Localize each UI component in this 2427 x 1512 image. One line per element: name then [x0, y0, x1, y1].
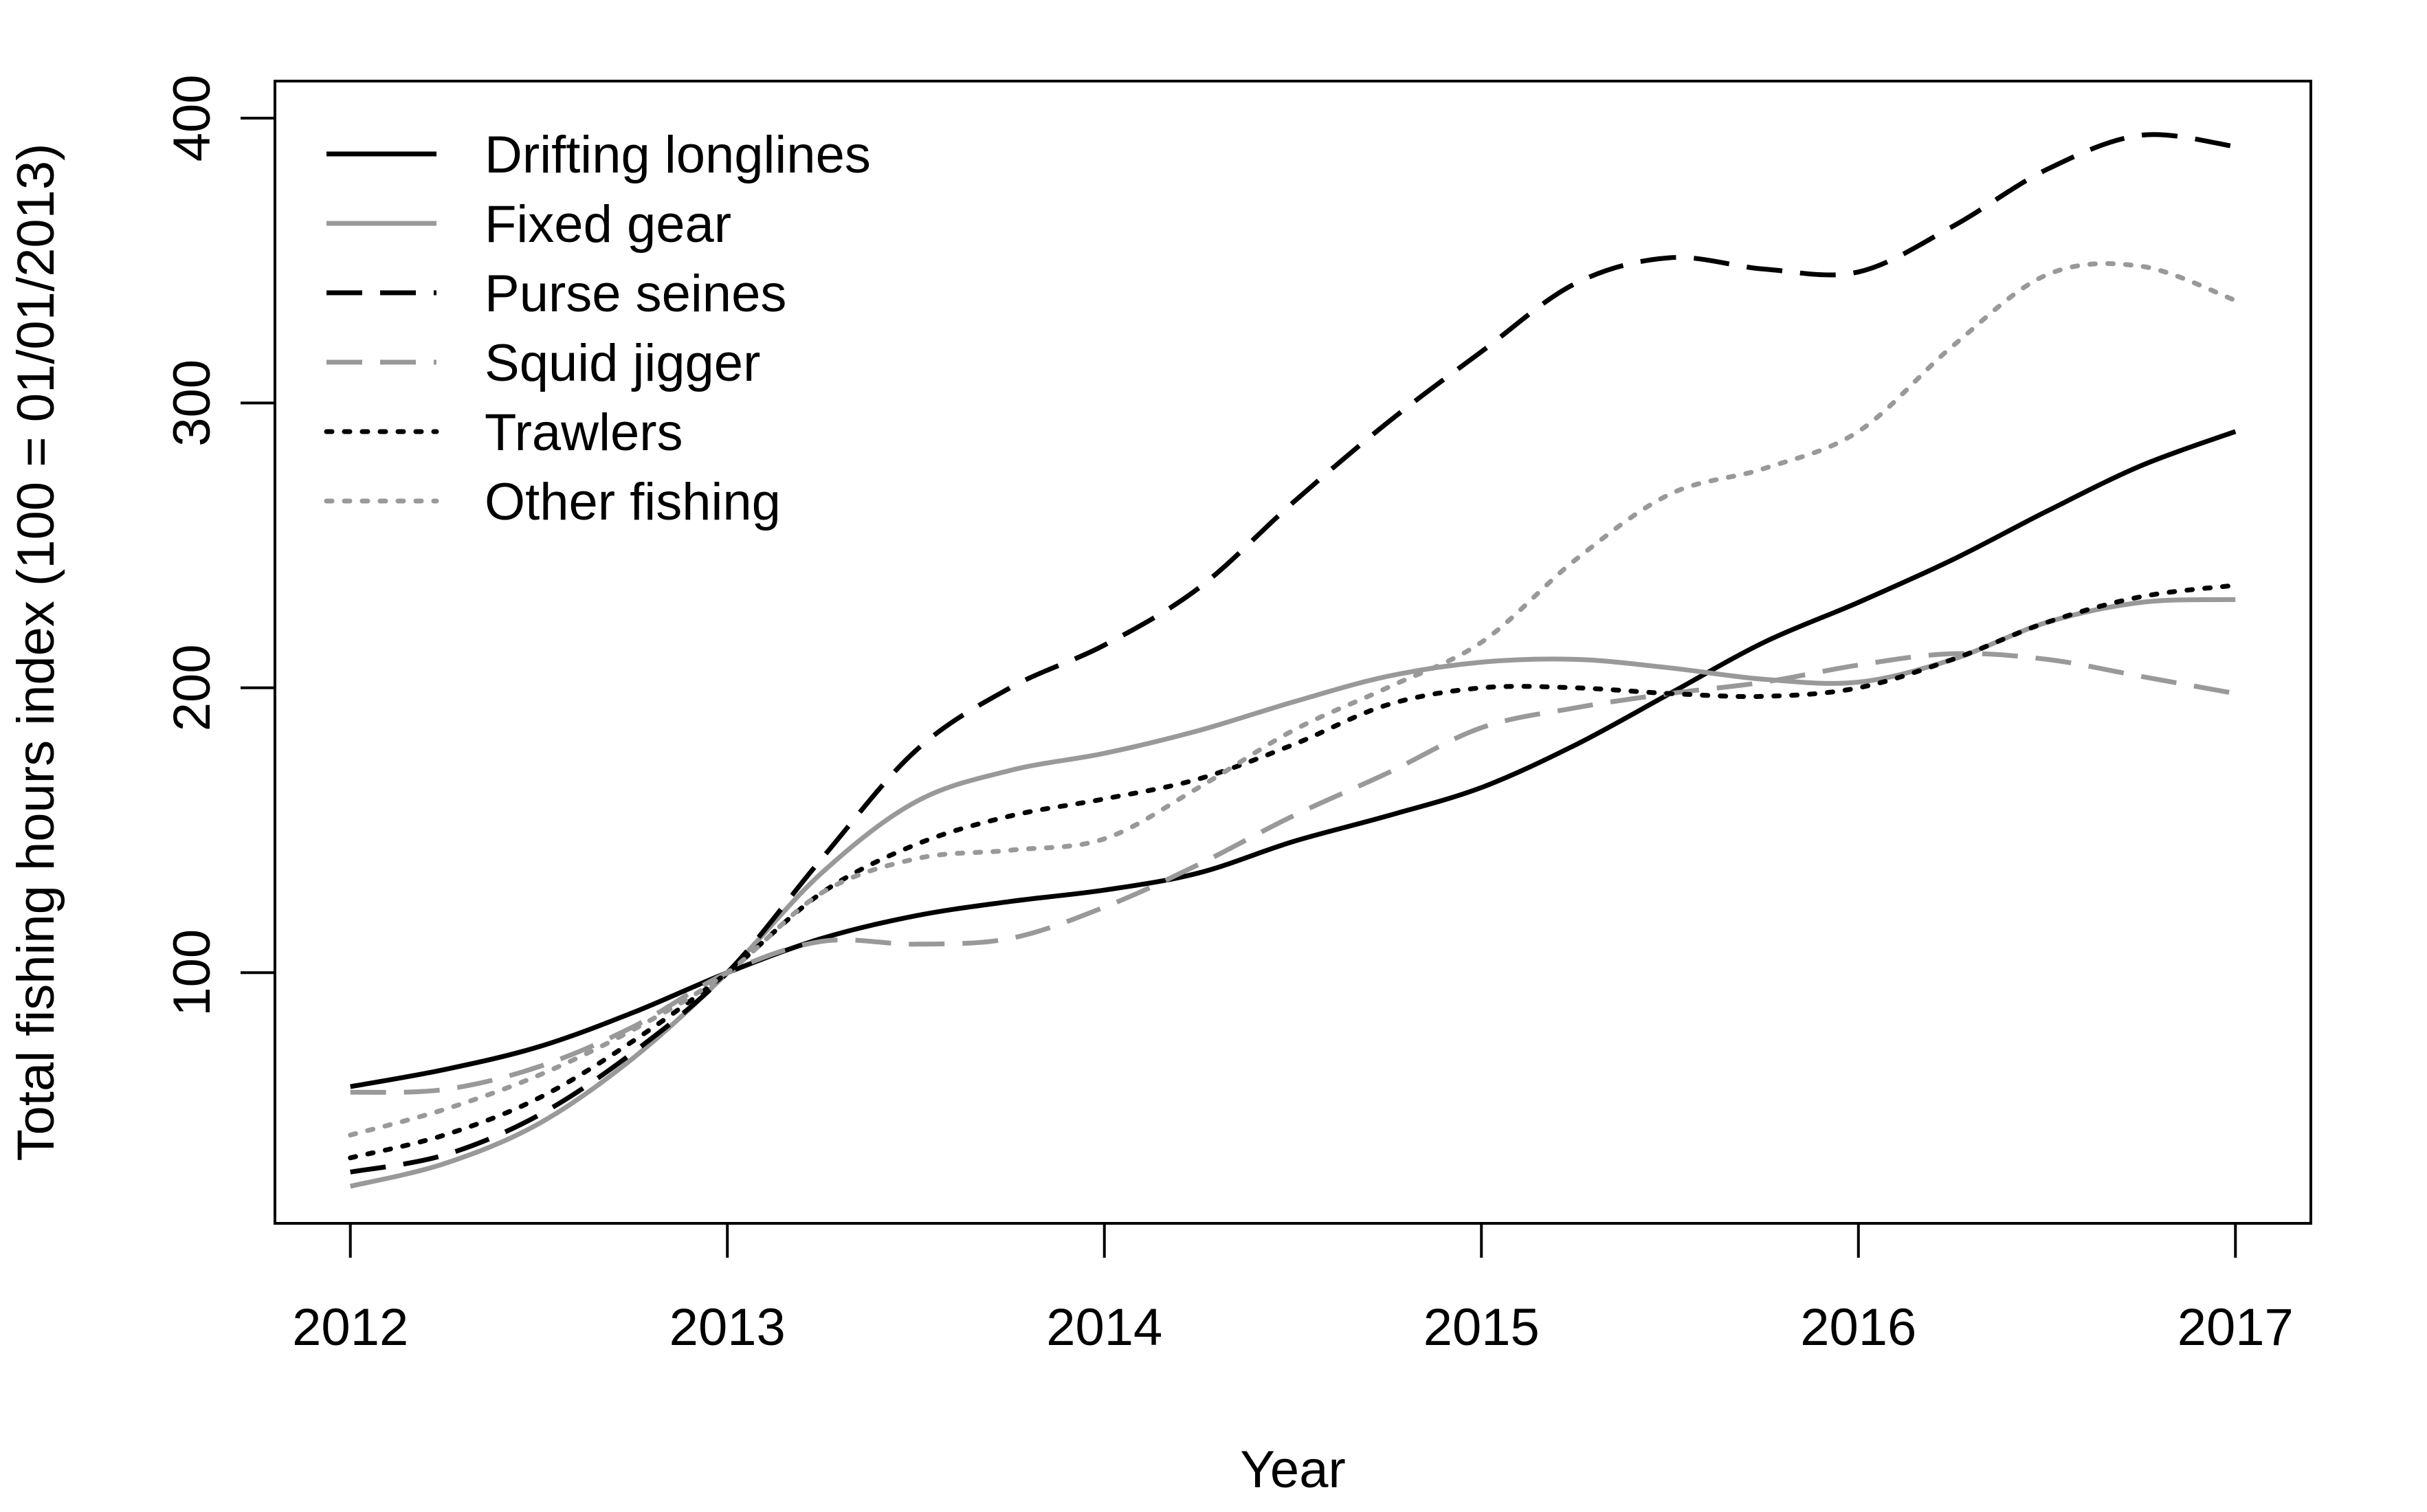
x-tick-label: 2015: [1423, 1298, 1540, 1357]
x-tick-label: 2014: [1046, 1298, 1162, 1357]
legend-item-drifting-longlines: Drifting longlines: [326, 126, 871, 184]
x-axis: 2012 2013 2014 2015 2016 2017: [292, 1222, 2294, 1357]
legend-item-squid-jigger: Squid jigger: [326, 334, 760, 392]
x-tick-label: 2012: [292, 1298, 408, 1357]
x-tick-label: 2016: [1800, 1298, 1916, 1357]
y-tick-label: 400: [163, 74, 221, 162]
legend-label: Purse seines: [485, 265, 786, 323]
legend-item-purse-seines: Purse seines: [326, 265, 786, 323]
legend-item-trawlers: Trawlers: [324, 403, 683, 462]
legend-label: Drifting longlines: [485, 126, 871, 184]
x-tick-label: 2013: [669, 1298, 786, 1357]
series-line-trawlers: [348, 583, 2238, 1161]
series-line-fixed-gear: [349, 597, 2236, 1189]
y-axis-title: Total fishing hours index (100 = 01/01/2…: [7, 144, 65, 1161]
legend-label: Fixed gear: [485, 195, 731, 254]
y-tick-label: 200: [163, 644, 221, 731]
y-tick-label: 300: [163, 359, 221, 447]
x-axis-title: Year: [1240, 1441, 1346, 1499]
series-line-purse-seines: [350, 132, 2236, 1175]
legend-item-fixed-gear: Fixed gear: [326, 195, 731, 254]
legend-label: Trawlers: [485, 403, 683, 462]
series-layer: [348, 132, 2238, 1189]
x-tick-label: 2017: [2177, 1298, 2294, 1357]
legend-item-other-fishing: Other fishing: [324, 473, 781, 531]
series-line-squid-jigger: [350, 651, 2236, 1095]
legend: Drifting longlines Fixed gear Purse seines…: [324, 126, 871, 531]
y-axis: 100 200 300 400: [163, 74, 276, 1016]
y-tick-label: 100: [163, 929, 221, 1016]
legend-label: Squid jigger: [485, 334, 760, 392]
legend-label: Other fishing: [485, 473, 781, 531]
series-line-drifting-longlines: [350, 429, 2237, 1089]
series-line-other-fishing: [348, 261, 2238, 1137]
